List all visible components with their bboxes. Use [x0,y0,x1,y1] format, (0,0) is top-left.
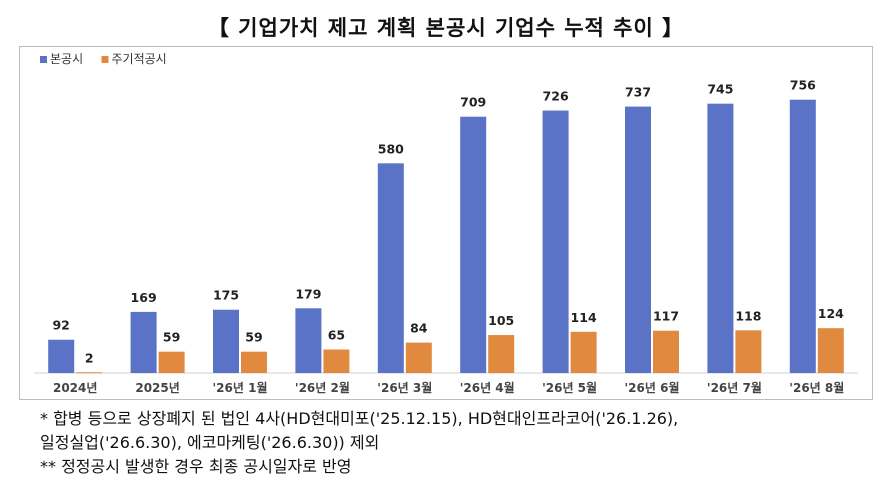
data-label-periodic-6: 105 [488,313,514,328]
footnote-2: ** 정정공시 발생한 경우 최종 공시일자로 반영 [40,457,352,476]
bar-periodic-9 [735,330,762,373]
x-tick-label-5: '26년 3월 [377,380,432,395]
data-label-main-6: 709 [460,95,486,110]
bar-main-10 [789,99,816,374]
bar-main-7 [542,110,569,373]
footnote-1-continued: 일정실업('26.6.30), 에코마케팅('26.6.30)) 제외 [40,433,380,452]
chart-area: 본공시 주기적공시 92 2 2024년 169 59 2025년 175 59 '26년 1월 17… [19,46,873,400]
data-label-periodic-7: 114 [571,310,597,325]
chart-title: 【 기업가치 제고 계획 본공시 기업수 누적 추이 】 [207,16,685,40]
data-label-periodic-5: 84 [410,321,428,336]
data-label-main-7: 726 [543,89,569,104]
data-label-periodic-3: 59 [245,330,262,345]
bar-periodic-2 [158,351,185,373]
data-label-periodic-1: 2 [85,350,94,365]
bar-main-4 [295,308,322,373]
x-tick-label-4: '26년 2월 [295,380,350,395]
data-label-periodic-9: 118 [735,308,761,323]
bar-periodic-6 [488,335,515,373]
data-label-main-10: 756 [790,78,816,93]
bar-main-9 [707,103,734,373]
x-tick-label-6: '26년 4월 [460,380,515,395]
legend-label-1: 본공시 [50,52,83,66]
bar-periodic-5 [405,342,432,373]
data-label-periodic-2: 59 [163,330,180,345]
x-tick-label-10: '26년 8월 [789,380,844,395]
x-tick-label-1: 2024년 [53,381,97,395]
data-label-main-1: 92 [52,318,69,333]
data-label-main-4: 179 [295,286,321,301]
bar-periodic-8 [653,330,679,373]
bar-periodic-7 [570,331,597,373]
bar-periodic-3 [241,351,267,373]
bar-main-2 [130,311,157,373]
bar-main-1 [48,339,75,373]
bar-periodic-4 [323,349,350,373]
bar-main-6 [460,116,487,373]
footnote-1: * 합병 등으로 상장폐지 된 법인 4사(HD현대미포('25.12.15),… [40,409,679,428]
data-label-main-3: 175 [213,288,239,303]
data-label-main-2: 169 [131,290,157,305]
data-label-main-5: 580 [378,141,404,156]
x-tick-label-3: '26년 1월 [213,380,268,395]
footnotes: * 합병 등으로 상장폐지 된 법인 4사(HD현대미포('25.12.15),… [40,407,678,479]
legend-label-2: 주기적공시 [112,52,167,66]
bar-periodic-1 [76,372,103,374]
data-label-main-8: 737 [625,85,651,100]
x-tick-label-2: 2025년 [135,381,179,395]
data-label-periodic-10: 124 [818,306,844,321]
bar-main-8 [625,106,651,374]
bar-main-3 [213,309,239,373]
x-tick-label-9: '26년 7월 [707,380,762,395]
data-label-periodic-8: 117 [653,309,679,324]
data-label-periodic-4: 65 [328,328,345,343]
legend-swatch-2 [101,56,109,63]
bar-periodic-10 [817,328,844,373]
bar-main-5 [377,163,404,373]
data-label-main-9: 745 [707,82,733,97]
bar-chart: 본공시 주기적공시 92 2 2024년 169 59 2025년 175 59 '26년 1월 17… [34,52,858,395]
legend-swatch-1 [40,56,47,63]
x-tick-label-8: '26년 6월 [625,380,680,395]
x-tick-label-7: '26년 5월 [542,380,597,395]
